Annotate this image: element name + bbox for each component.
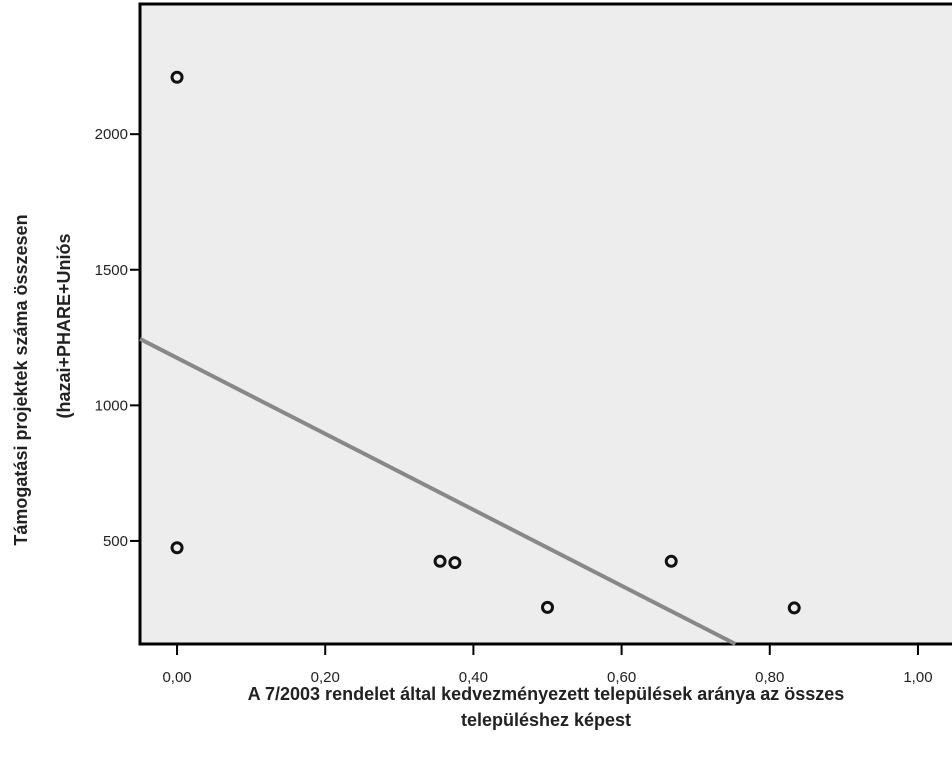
scatter-point-1 (170, 541, 184, 555)
scatter-point-2 (433, 554, 447, 568)
y-tick-label-2: 1500 (95, 262, 128, 279)
y-tick-label-1: 1000 (95, 397, 128, 414)
x-tick-label-0: 0,00 (162, 669, 191, 686)
scatter-point-0 (170, 70, 184, 84)
x-axis-title-line-2: településhez képest (461, 710, 631, 730)
plot-area (138, 2, 952, 646)
x-tick-label-2: 0,40 (459, 669, 488, 686)
x-axis-title-line-1: A 7/2003 rendelet által kedvezményezett … (248, 684, 845, 704)
scatter-point-5 (664, 554, 678, 568)
y-axis-title-line-2: (hazai+PHARE+Uniós (54, 233, 74, 418)
x-tick-label-5: 1,00 (903, 669, 932, 686)
fit-line (139, 337, 737, 646)
scatter-point-6 (787, 601, 801, 615)
x-tick-label-3: 0,60 (607, 669, 636, 686)
scatter-point-3 (448, 556, 462, 570)
scatter-point-4 (541, 600, 554, 614)
x-tick-label-4: 0,80 (755, 669, 784, 686)
y-tick-label-0: 500 (103, 533, 128, 550)
y-tick-label-3: 2000 (95, 126, 128, 143)
y-axis-title-line-1: Támogatási projektek száma összesen (11, 214, 31, 545)
x-tick-label-1: 0,20 (311, 669, 340, 686)
